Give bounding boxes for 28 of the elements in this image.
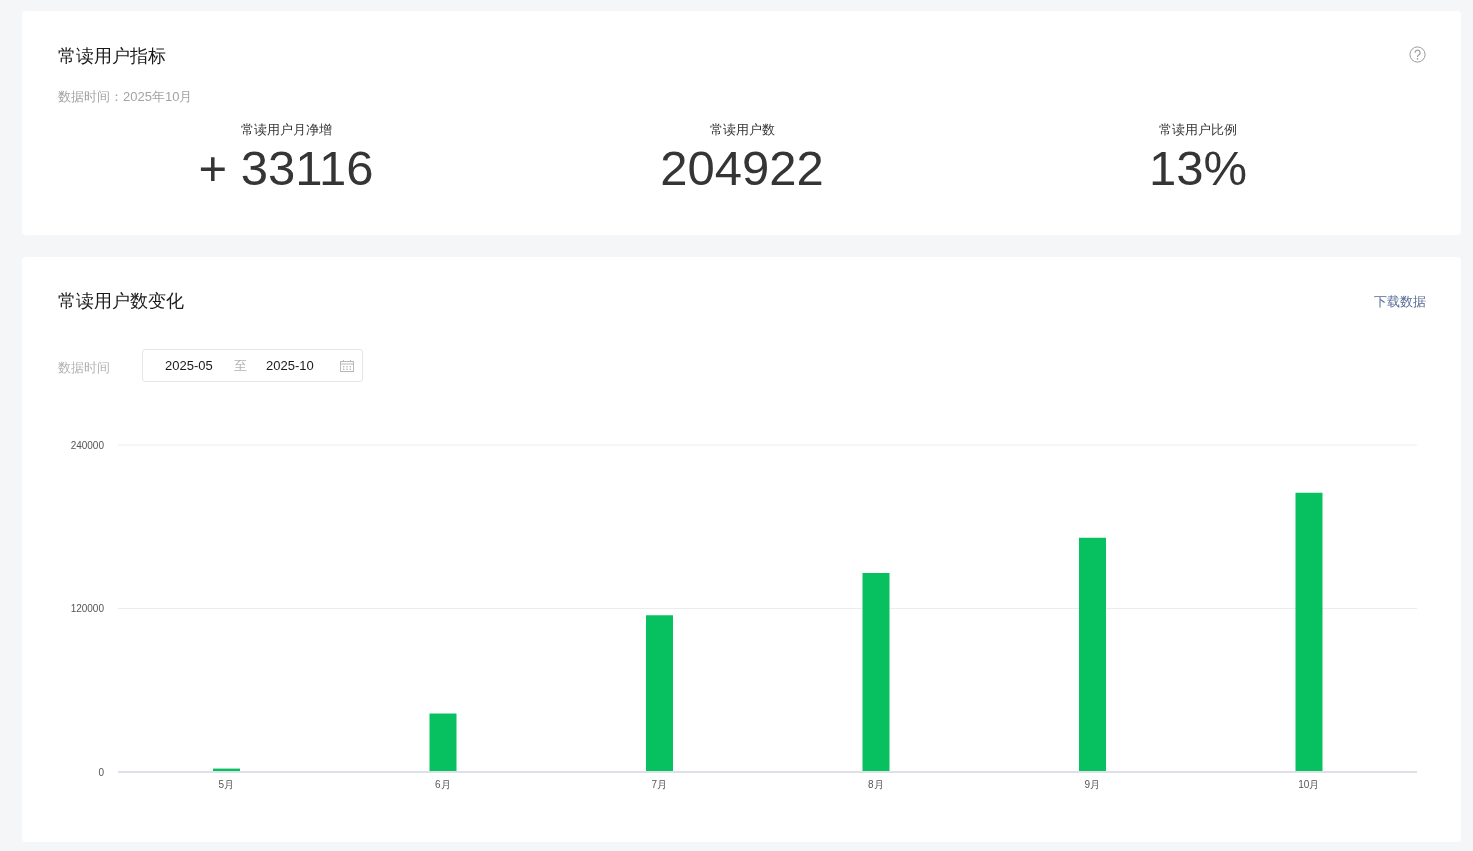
text: 204922: [659, 141, 825, 195]
text: 2025-10: [266, 358, 314, 373]
bar: [862, 573, 890, 772]
bar: [1079, 537, 1106, 772]
y-tick-label: 240000: [70, 439, 105, 451]
text: 至: [234, 358, 247, 373]
text: 数据时间: [58, 360, 110, 375]
text: 常读用户比例: [1158, 122, 1238, 137]
bar: [646, 615, 673, 772]
y-tick-label: 120000: [70, 603, 105, 615]
text: + 33116: [197, 141, 375, 195]
bar: [1295, 492, 1323, 772]
x-tick-label: 9月: [1084, 779, 1101, 791]
text: 常读用户数: [708, 122, 776, 137]
x-tick-label: 5月: [218, 779, 235, 791]
text: 下载数据: [1374, 294, 1426, 309]
bar: [429, 713, 457, 772]
chart-title: 常读用户数变化: [58, 291, 184, 311]
x-tick-label: 7月: [651, 779, 668, 791]
y-tick-label: 0: [98, 766, 105, 778]
x-tick-label: 6月: [434, 779, 451, 791]
text: 数据时间：2025年10月: [58, 89, 193, 104]
text: 常读用户指标: [58, 46, 166, 66]
x-tick-label: 10月: [1298, 779, 1320, 791]
x-tick-label: 8月: [867, 779, 884, 791]
text: 常读用户月净增: [239, 122, 333, 137]
text: 13%: [1147, 141, 1249, 195]
text: 2025-05: [165, 358, 213, 373]
